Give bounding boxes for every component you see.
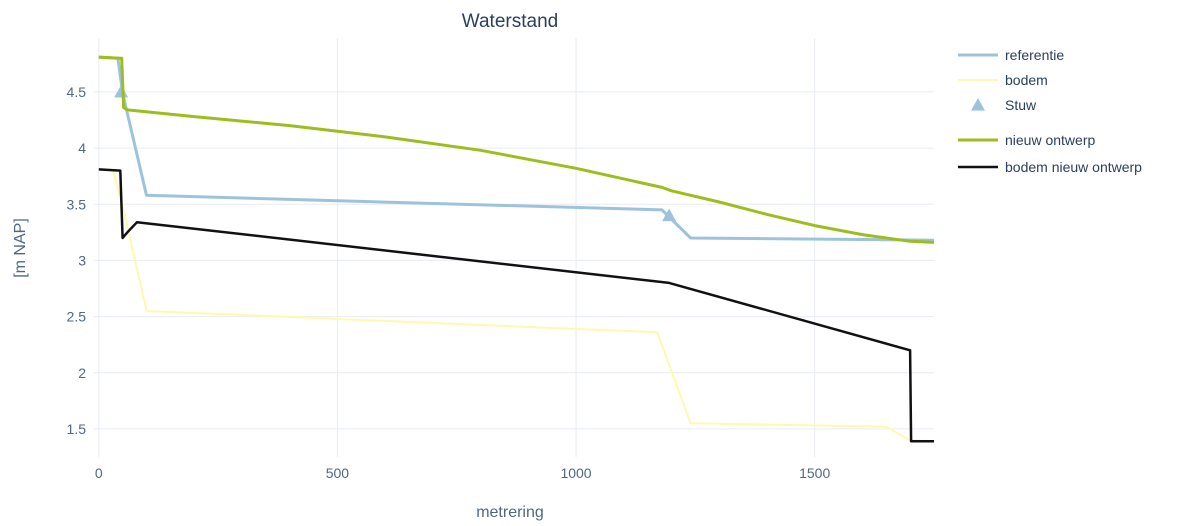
chart-title: Waterstand [462,11,558,32]
y-tick-label: 2 [78,365,86,381]
y-axis-title: [m NAP] [12,218,29,278]
x-axis-title: metrering [476,504,544,521]
stuw-marker [114,84,129,98]
x-tick-label: 1000 [560,465,591,481]
y-tick-label: 4.5 [67,84,87,100]
plot-area [98,55,935,443]
series-line-3 [98,55,935,244]
x-tick-label: 500 [326,465,350,481]
legend-item[interactable]: Stuw [971,97,1037,113]
x-tick-label: 0 [95,465,103,481]
legend-label: nieuw ontwerp [1005,132,1095,148]
y-tick-label: 3 [78,252,86,268]
legend[interactable]: referentie bodem Stuw nieuw ontwerp bodem ni… [958,47,1142,175]
series-line-4 [98,168,934,443]
stuw-marker [662,208,677,222]
y-tick-label: 2.5 [67,309,87,325]
grid-lines [94,38,934,457]
legend-label: Stuw [1005,97,1037,113]
legend-item[interactable]: referentie [958,47,1064,63]
axis-ticks: 0 500 1000 1500 1.5 2 2.5 3 3.5 4 4.5 [67,84,831,481]
legend-item[interactable]: bodem nieuw ontwerp [958,159,1142,175]
y-tick-label: 4 [78,140,86,156]
y-tick-label: 1.5 [67,421,87,437]
legend-label: bodem nieuw ontwerp [1005,159,1142,175]
legend-label: bodem [1005,72,1048,88]
x-tick-label: 1500 [799,465,830,481]
legend-swatch-triangle-icon [971,98,985,111]
y-tick-label: 3.5 [67,196,87,212]
legend-item[interactable]: nieuw ontwerp [958,132,1095,148]
series-line-0 [98,55,935,242]
legend-item[interactable]: bodem [958,72,1048,88]
series-line-1 [112,170,935,443]
legend-label: referentie [1005,47,1064,63]
